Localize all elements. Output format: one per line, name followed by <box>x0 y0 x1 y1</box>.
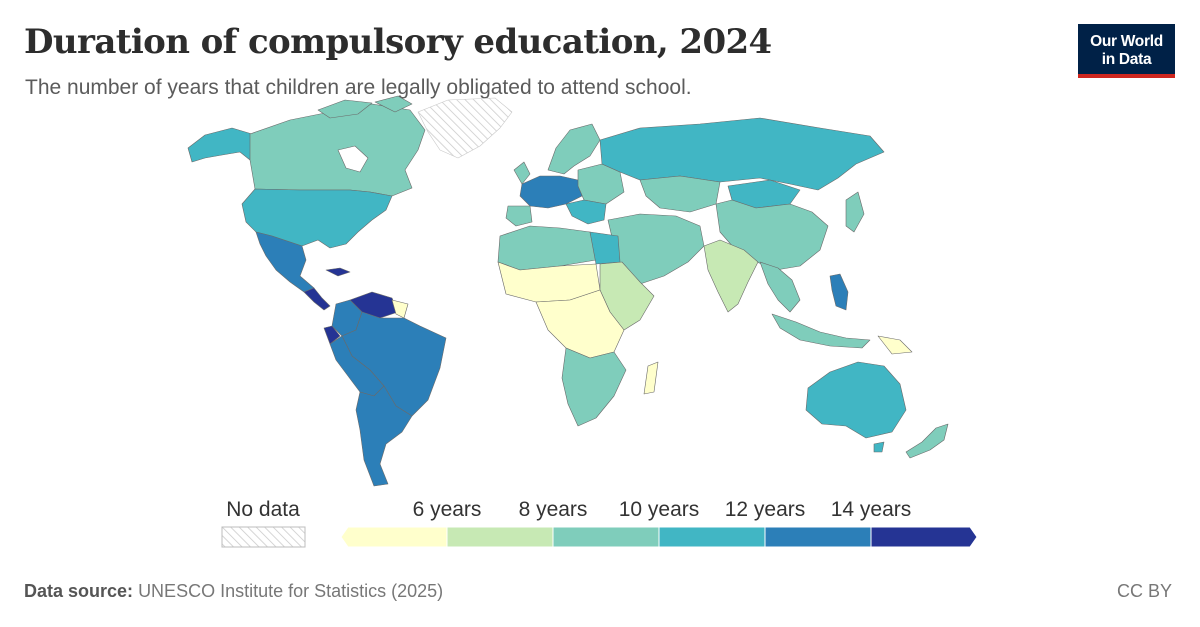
region-indonesia[interactable] <box>771 313 871 349</box>
legend-tick-10: 10 years <box>619 498 700 521</box>
legend-tick-8: 8 years <box>519 498 588 521</box>
region-canada-islands[interactable] <box>317 95 413 119</box>
legend-no-data-label: No data <box>226 498 300 521</box>
legend-bin-8-10[interactable] <box>552 526 660 548</box>
chart-subtitle: The number of years that children are le… <box>25 76 692 99</box>
owid-logo[interactable]: Our World in Data <box>1078 24 1175 78</box>
legend-bin-under-6[interactable] <box>340 526 448 548</box>
region-western-europe[interactable] <box>519 175 583 209</box>
legend-no-data-swatch[interactable] <box>221 526 306 548</box>
region-ecuador[interactable] <box>323 325 341 345</box>
legend-tick-14: 14 years <box>831 498 912 521</box>
legend-color-scale <box>340 526 978 548</box>
chart-title: Duration of compulsory education, 2024 <box>24 22 772 62</box>
license[interactable]: CC BY <box>1116 581 1172 601</box>
region-hudson-bay <box>337 145 369 173</box>
region-central-america[interactable] <box>303 287 331 311</box>
region-kazakhstan[interactable] <box>639 175 721 213</box>
legend-bin-over-14[interactable] <box>870 526 978 548</box>
logo-line-1: Our World <box>1090 33 1163 50</box>
region-philippines[interactable] <box>829 273 849 311</box>
region-uk[interactable] <box>513 161 531 185</box>
region-central-africa[interactable] <box>535 289 625 359</box>
region-madagascar[interactable] <box>643 361 659 395</box>
region-southeast-asia[interactable] <box>759 261 801 313</box>
legend-bin-12-14[interactable] <box>764 526 872 548</box>
region-new-zealand[interactable] <box>905 423 949 459</box>
region-argentina-chile[interactable] <box>355 385 413 487</box>
region-guianas[interactable] <box>391 299 409 319</box>
region-iberia[interactable] <box>505 205 533 227</box>
region-india[interactable] <box>703 239 759 313</box>
region-tasmania[interactable] <box>873 441 885 453</box>
region-japan[interactable] <box>845 191 865 233</box>
data-source-text[interactable]: UNESCO Institute for Statistics (2025) <box>138 581 444 601</box>
logo-line-2: in Data <box>1101 51 1152 68</box>
data-source: Data source: UNESCO Institute for Statis… <box>24 581 443 602</box>
region-usa[interactable] <box>241 188 393 249</box>
region-greenland[interactable] <box>417 97 513 159</box>
legend-bin-10-12[interactable] <box>658 526 766 548</box>
data-source-label: Data source: <box>24 581 134 601</box>
region-canada[interactable] <box>249 103 426 197</box>
region-balkans[interactable] <box>565 199 607 225</box>
legend-tick-6: 6 years <box>413 498 482 521</box>
legend-tick-labels: 6 years 8 years 10 years 12 years 14 yea… <box>413 498 912 521</box>
region-alaska[interactable] <box>187 127 253 163</box>
region-papua[interactable] <box>877 335 913 355</box>
legend-tick-12: 12 years <box>725 498 806 521</box>
region-north-africa[interactable] <box>497 225 597 271</box>
region-caribbean[interactable] <box>325 267 351 277</box>
legend-bin-6-8[interactable] <box>446 526 554 548</box>
region-russia[interactable] <box>599 117 885 191</box>
region-southern-africa[interactable] <box>561 347 627 427</box>
region-australia[interactable] <box>805 361 907 439</box>
